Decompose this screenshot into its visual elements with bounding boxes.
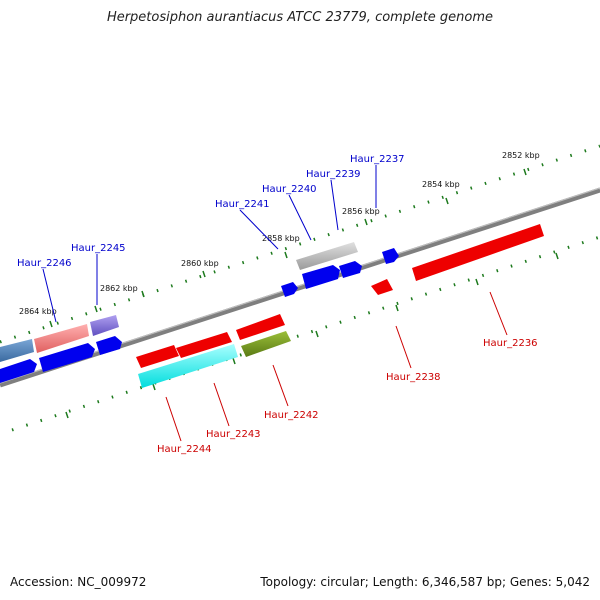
scale-label: 2860 kbp — [181, 259, 219, 268]
scale-label: 2862 kbp — [100, 284, 138, 293]
scale-label: 2864 kbp — [19, 307, 57, 316]
gene-feature — [96, 336, 122, 355]
accession-text: Accession: NC_009972 — [10, 575, 147, 589]
gene-label-haur-2236: Haur_2236 — [483, 338, 538, 349]
gene-label-haur-2238: Haur_2238 — [386, 372, 441, 383]
gene-feature — [138, 344, 238, 388]
gene-feature — [0, 359, 37, 383]
gene-label-haur-2237: Haur_2237 — [350, 154, 405, 165]
gene-feature — [302, 265, 340, 289]
gene-label-haur-2240: Haur_2240 — [262, 184, 317, 195]
genome-info-text: Topology: circular; Length: 6,346,587 bp… — [260, 575, 590, 589]
scale-label: 2854 kbp — [422, 180, 460, 189]
map-title: Herpetosiphon aurantiacus ATCC 23779, co… — [106, 10, 494, 25]
gene-feature — [136, 345, 179, 368]
inner-major-ticks — [65, 252, 559, 419]
gene-label-haur-2244: Haur_2244 — [157, 444, 212, 455]
gene-label-haur-2242: Haur_2242 — [264, 410, 319, 421]
gene-feature — [281, 282, 298, 297]
reverse-features — [136, 224, 544, 388]
gene-label-haur-2243: Haur_2243 — [206, 429, 261, 440]
gene-labels: Haur_2237 Haur_2239 Haur_2240 Haur_2241 … — [17, 154, 538, 455]
gene-label-haur-2246: Haur_2246 — [17, 258, 72, 269]
gene-feature — [296, 242, 358, 270]
gene-feature — [236, 314, 285, 340]
gene-feature — [176, 332, 232, 358]
scale-label: 2856 kbp — [342, 207, 380, 216]
outer-tick-track — [0, 144, 600, 344]
scale-label: 2858 kbp — [262, 234, 300, 243]
gene-feature — [339, 261, 362, 278]
gene-feature — [412, 224, 544, 281]
outer-major-ticks — [49, 168, 527, 328]
gene-feature — [371, 279, 393, 295]
gene-label-haur-2245: Haur_2245 — [71, 243, 126, 254]
scale-label: 2852 kbp — [502, 151, 540, 160]
reverse-leaders — [165, 291, 508, 442]
gene-feature — [34, 324, 89, 353]
gene-label-haur-2239: Haur_2239 — [306, 169, 361, 180]
forward-features — [0, 242, 399, 383]
gene-feature — [39, 343, 95, 372]
scale-labels: 2852 kbp 2854 kbp 2856 kbp 2858 kbp 2860… — [19, 151, 540, 316]
forward-leaders — [42, 165, 377, 323]
gene-feature — [90, 315, 119, 336]
gene-feature — [241, 331, 291, 357]
gene-feature — [0, 339, 34, 362]
gene-label-haur-2241: Haur_2241 — [215, 199, 270, 210]
gene-feature — [382, 248, 399, 264]
